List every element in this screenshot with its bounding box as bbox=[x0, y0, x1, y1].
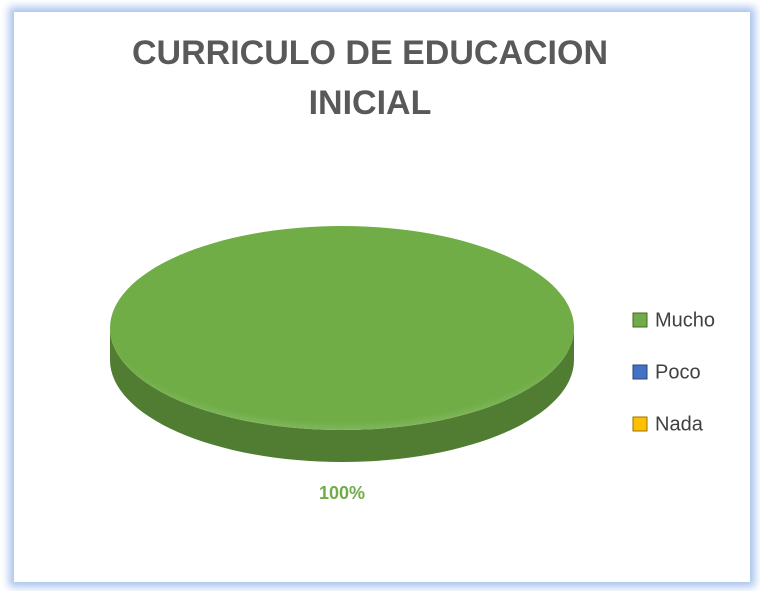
legend-label: Nada bbox=[655, 413, 704, 435]
legend-label: Poco bbox=[655, 361, 701, 383]
pie-slice-side bbox=[110, 328, 574, 462]
legend-marker bbox=[632, 364, 648, 380]
chart-title: CURRICULO DE EDUCACION INICIAL bbox=[132, 34, 608, 122]
pie-slice-highlight bbox=[110, 226, 574, 430]
legend-marker bbox=[632, 416, 648, 432]
legend-marker bbox=[632, 312, 648, 328]
legend-label: Mucho bbox=[655, 309, 715, 331]
data-label: 100% bbox=[319, 483, 365, 503]
